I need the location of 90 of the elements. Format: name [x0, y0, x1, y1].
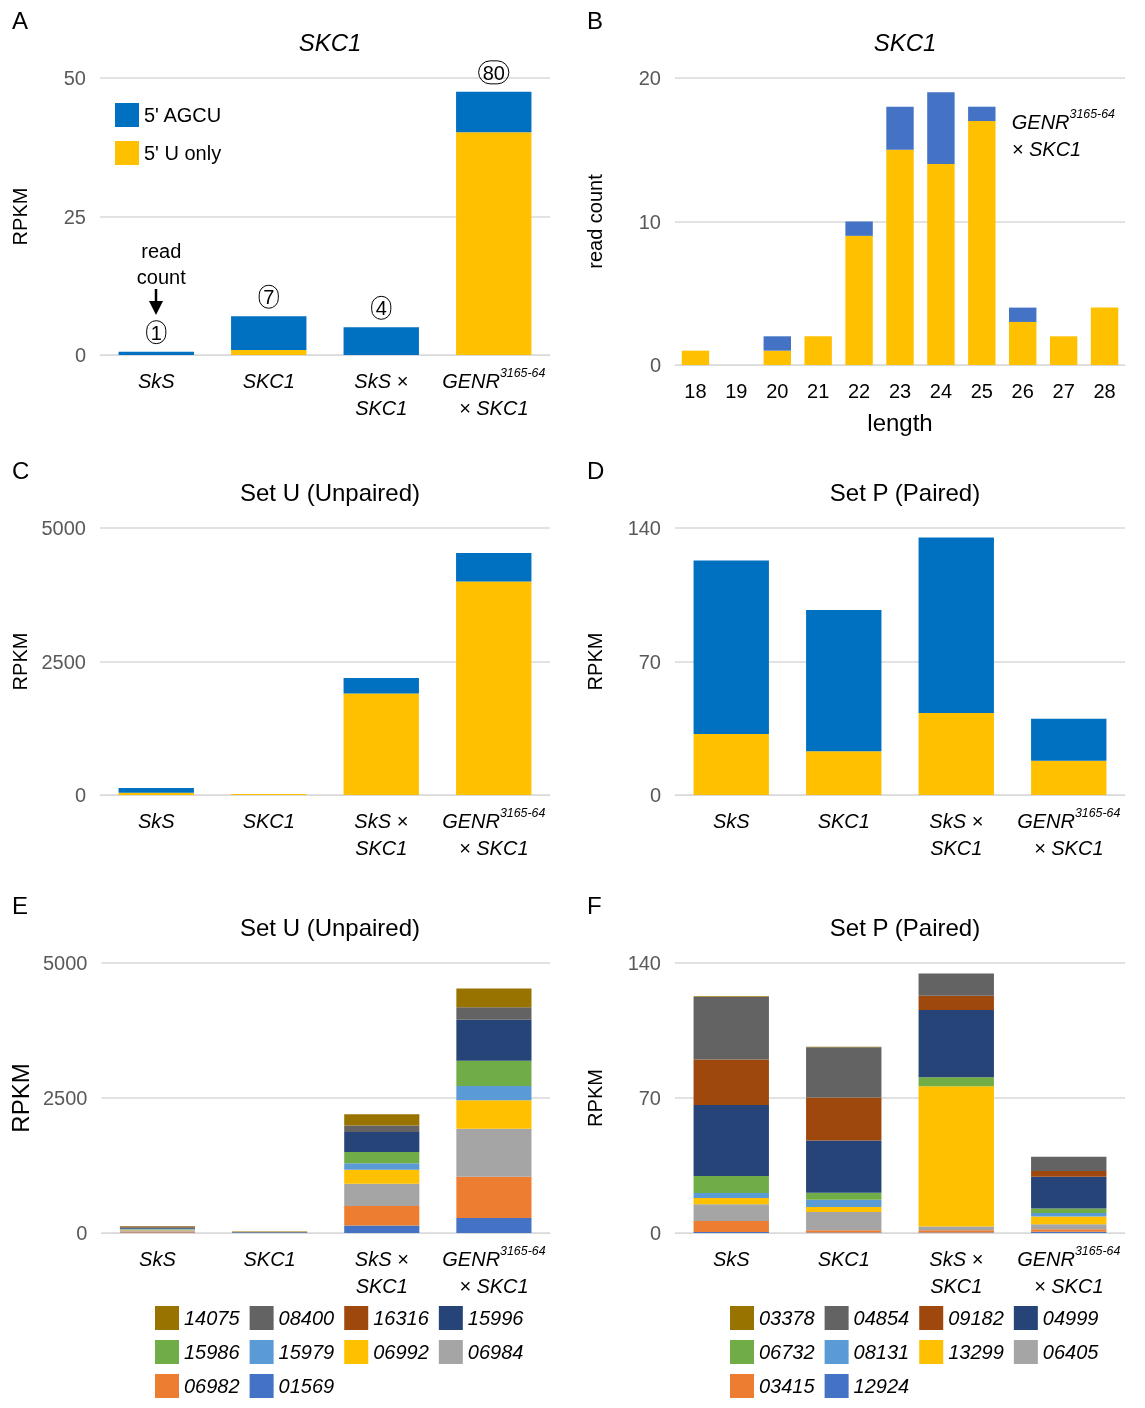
y-tick-label: 10 [638, 210, 661, 233]
text: A [12, 6, 29, 34]
x-tick-label: 27 [1052, 379, 1075, 402]
chart-title: SKC1 [873, 28, 937, 56]
annotation: 1 [150, 321, 162, 344]
x-tick-label: 28 [1093, 379, 1116, 402]
x-tick-label: SkS [712, 809, 751, 832]
legend-label: 06732 [759, 1341, 815, 1363]
text: F [587, 891, 602, 919]
x-tick-label: SkS × SKC1 [354, 369, 409, 419]
y-tick-label: 70 [638, 650, 661, 673]
x-axis-title: length [867, 408, 933, 436]
x-tick-label: 19 [725, 379, 748, 402]
legend-label: 13299 [948, 1341, 1004, 1363]
y-tick-label: 5000 [42, 952, 88, 974]
legend-label: 15996 [467, 1307, 525, 1329]
legend-label: 09182 [948, 1307, 1004, 1329]
x-tick-label: SkS [137, 809, 176, 832]
x-tick-label: SKC1 [817, 1247, 870, 1270]
y-tick-label: 0 [74, 784, 86, 806]
annotation: 80 [482, 61, 505, 84]
y-tick-label: 0 [76, 1222, 88, 1244]
chart-title: Set U (Unpaired) [239, 913, 421, 941]
legend-label: 5' AGCU [144, 104, 222, 126]
x-tick-label: SKC1 [243, 1247, 296, 1270]
y-axis-title: RPKM [9, 187, 31, 246]
x-tick-label: SkS × SKC1 [929, 1247, 984, 1297]
x-tick-label: SKC1 [817, 809, 870, 832]
legend-label: 12924 [853, 1375, 910, 1397]
y-tick-label: 0 [74, 344, 86, 366]
legend-label: 5' U only [144, 142, 222, 164]
y-tick-label: 20 [638, 67, 661, 89]
y-tick-label: 25 [63, 205, 86, 228]
y-tick-label: 0 [649, 1222, 661, 1244]
x-tick-label: 21 [807, 379, 830, 402]
x-tick-label: 20 [766, 379, 789, 402]
y-axis-title: RPKM [584, 1069, 606, 1127]
y-axis-title: RPKM [584, 632, 606, 691]
legend-label: 01569 [278, 1375, 335, 1397]
text: E [12, 891, 29, 919]
x-tick-label: 25 [970, 379, 993, 402]
legend-label: 15986 [184, 1341, 241, 1363]
y-axis-title: RPKM [6, 1063, 34, 1133]
x-tick-label: SKC1 [242, 809, 295, 832]
x-tick-label: 23 [888, 379, 912, 402]
y-tick-label: 2500 [41, 650, 86, 673]
annotation: 4 [375, 297, 387, 320]
x-tick-label: 26 [1011, 379, 1034, 402]
legend-label: 06992 [373, 1341, 429, 1363]
legend-label: 03378 [759, 1307, 815, 1329]
x-tick-label: SKC1 [242, 369, 295, 392]
legend-label: 04854 [853, 1307, 910, 1329]
legend-label: 06405 [1042, 1341, 1100, 1363]
chart-title: SKC1 [298, 28, 362, 56]
x-tick-label: SkS [712, 1247, 751, 1270]
x-tick-label: SkS × SKC1 [354, 1247, 409, 1297]
text: C [12, 456, 30, 484]
legend-label: 06984 [467, 1341, 524, 1363]
annotation: read count [136, 239, 187, 288]
x-tick-label: SkS × SKC1 [929, 809, 984, 859]
legend-label: 03415 [759, 1375, 816, 1397]
legend-label: 16316 [373, 1307, 430, 1329]
y-tick-label: 140 [627, 952, 661, 974]
legend-label: 08131 [853, 1341, 910, 1363]
x-tick-label: 18 [684, 379, 707, 402]
legend-label: 08400 [278, 1307, 335, 1329]
chart-title: Set P (Paired) [829, 913, 981, 941]
y-tick-label: 140 [627, 517, 661, 539]
legend-label: 15979 [278, 1341, 335, 1363]
y-tick-label: 0 [649, 354, 661, 376]
x-tick-label: SkS [137, 369, 176, 392]
legend-label: 06982 [184, 1375, 240, 1397]
legend-label: 14075 [184, 1307, 241, 1329]
x-tick-label: SkS × SKC1 [354, 809, 409, 859]
y-tick-label: 70 [638, 1087, 661, 1109]
y-tick-label: 5000 [41, 517, 86, 539]
annotation: 7 [263, 286, 275, 309]
chart-title: Set P (Paired) [829, 478, 981, 506]
y-tick-label: 2500 [42, 1087, 88, 1109]
text: D [587, 456, 605, 484]
x-tick-label: 22 [847, 379, 871, 402]
legend-label: 04999 [1042, 1307, 1099, 1329]
y-axis-title: read count [584, 173, 606, 269]
y-axis-title: RPKM [9, 632, 31, 691]
y-tick-label: 50 [63, 67, 86, 89]
text: B [587, 6, 604, 34]
y-tick-label: 0 [649, 784, 661, 806]
x-tick-label: SkS [139, 1247, 177, 1270]
x-tick-label: 24 [929, 379, 953, 402]
chart-title: Set U (Unpaired) [239, 478, 421, 506]
